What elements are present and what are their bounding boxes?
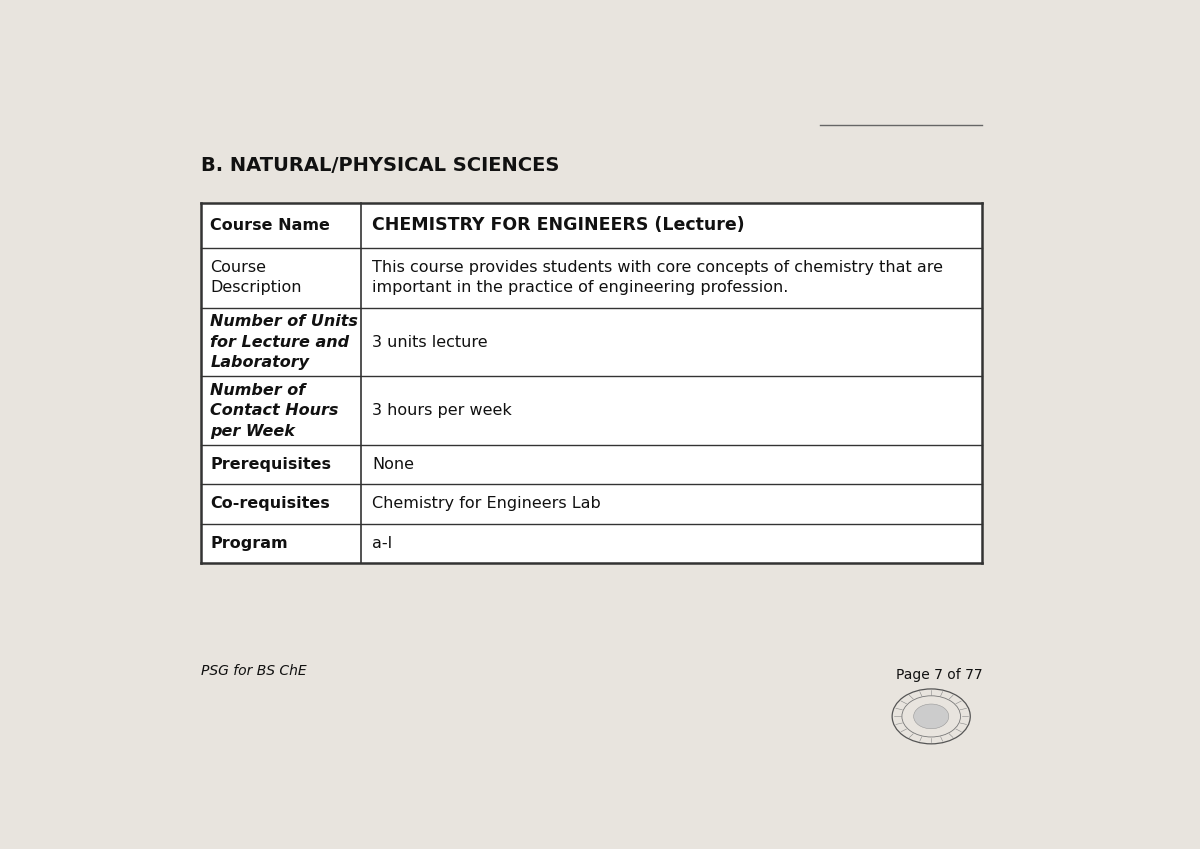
Text: None: None xyxy=(372,458,414,472)
Text: CHEMISTRY FOR ENGINEERS (Lecture): CHEMISTRY FOR ENGINEERS (Lecture) xyxy=(372,216,745,234)
Text: Co-requisites: Co-requisites xyxy=(210,497,330,511)
Bar xyxy=(202,203,983,563)
Text: Chemistry for Engineers Lab: Chemistry for Engineers Lab xyxy=(372,497,601,511)
Text: Course
Description: Course Description xyxy=(210,260,302,295)
Text: Program: Program xyxy=(210,536,288,551)
Text: Number of
Contact Hours
per Week: Number of Contact Hours per Week xyxy=(210,383,338,439)
Text: 3 units lecture: 3 units lecture xyxy=(372,335,488,350)
Text: 3 hours per week: 3 hours per week xyxy=(372,403,512,419)
Text: Prerequisites: Prerequisites xyxy=(210,458,331,472)
Text: B. NATURAL/PHYSICAL SCIENCES: B. NATURAL/PHYSICAL SCIENCES xyxy=(202,156,559,175)
Text: a-l: a-l xyxy=(372,536,392,551)
Circle shape xyxy=(913,704,949,728)
Text: PSG for BS ChE: PSG for BS ChE xyxy=(202,665,307,678)
Text: This course provides students with core concepts of chemistry that are
important: This course provides students with core … xyxy=(372,260,943,295)
Text: Page 7 of 77: Page 7 of 77 xyxy=(895,668,983,683)
Text: Course Name: Course Name xyxy=(210,218,330,233)
Text: Number of Units
for Lecture and
Laboratory: Number of Units for Lecture and Laborato… xyxy=(210,314,359,370)
